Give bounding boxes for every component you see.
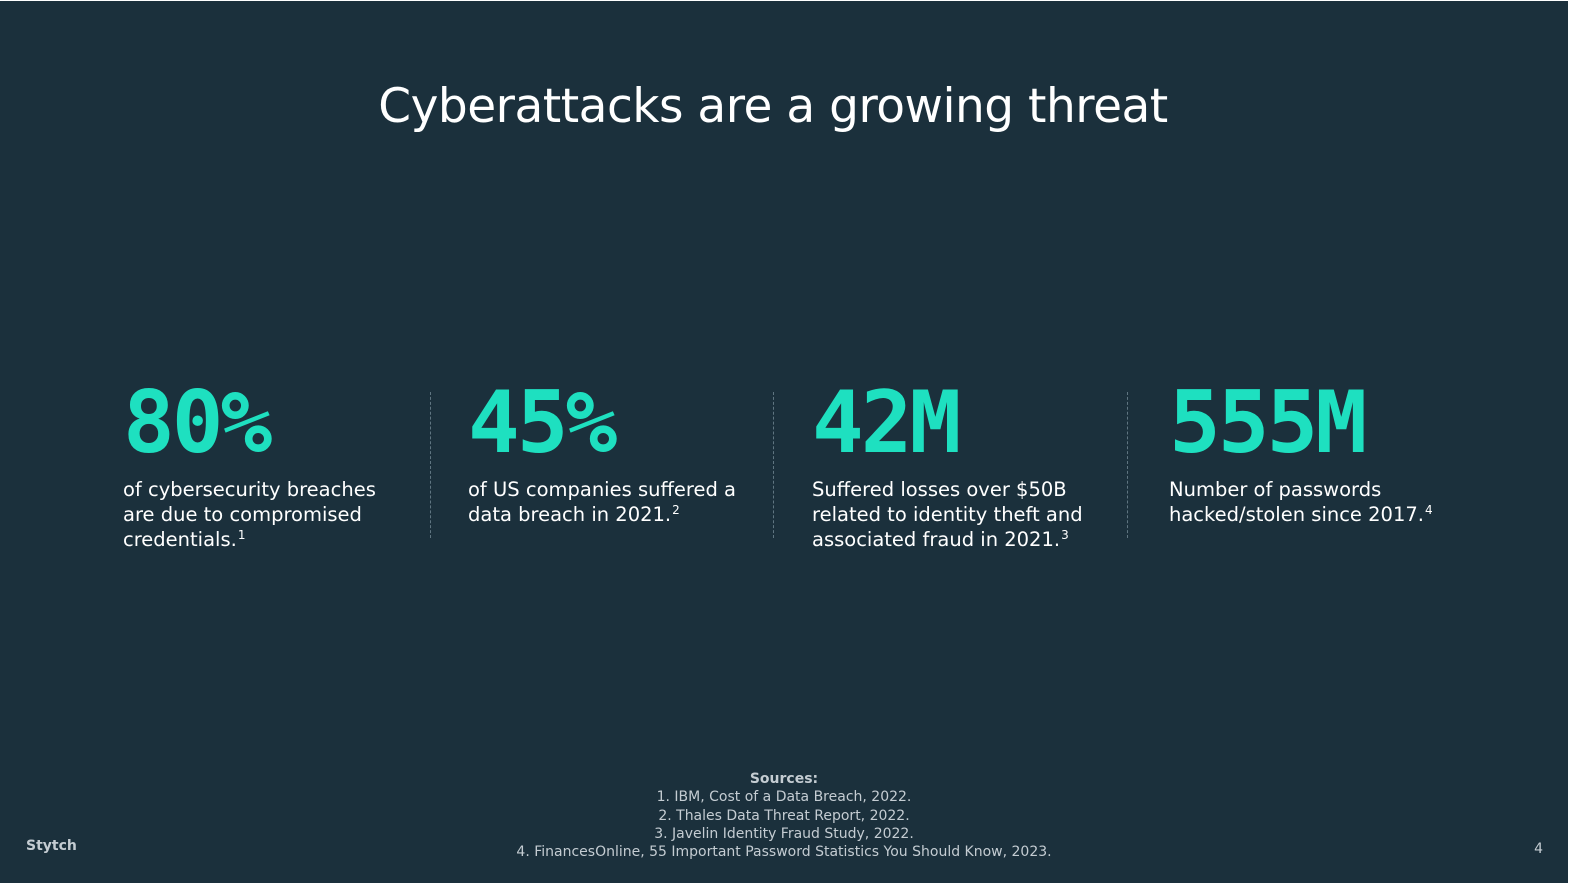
dashed-divider: [773, 392, 774, 538]
source-item: 3. Javelin Identity Fraud Study, 2022.: [654, 825, 914, 842]
source-item: 2. Thales Data Threat Report, 2022.: [658, 807, 910, 824]
stat-value: 80%: [123, 373, 272, 473]
footnote-marker: 4: [1424, 503, 1433, 517]
stat-description-last-line: credentials.1: [123, 527, 376, 552]
stat-description: Suffered losses over $50B related to ide…: [812, 477, 1083, 552]
stat-card-2: 45% of US companies suffered a data brea…: [468, 377, 736, 527]
stat-card-4: 555M Number of passwords hacked/stolen s…: [1169, 377, 1433, 527]
stat-description-last-line: data breach in 2021.2: [468, 502, 736, 527]
stat-card-3: 42M Suffered losses over $50B related to…: [812, 377, 1083, 552]
stat-description-line: data breach in 2021.: [468, 503, 672, 526]
page-number: 4: [1534, 841, 1543, 857]
brand-logo-text: Stytch: [26, 838, 77, 854]
stat-description-line: of US companies suffered a: [468, 478, 737, 501]
sources-heading: Sources:: [749, 771, 819, 787]
stat-value: 45%: [468, 373, 617, 473]
stat-description-line: Number of passwords: [1169, 478, 1382, 501]
stat-value: 42M: [812, 373, 961, 473]
sources-block: Sources: 1. IBM, Cost of a Data Breach, …: [0, 770, 1568, 861]
stat-value: 555M: [1169, 373, 1367, 473]
stat-description-line: hacked/stolen since 2017.: [1169, 503, 1424, 526]
stat-description: Number of passwords hacked/stolen since …: [1169, 477, 1433, 527]
slide-title: Cyberattacks are a growing threat: [378, 79, 1168, 134]
dashed-divider: [1127, 392, 1128, 538]
source-item: 4. FinancesOnline, 55 Important Password…: [516, 844, 1052, 861]
stat-description-line: related to identity theft and: [812, 503, 1083, 526]
stat-description: of cybersecurity breaches are due to com…: [123, 477, 376, 552]
dashed-divider: [430, 392, 431, 538]
stat-description-line: are due to compromised: [123, 503, 362, 526]
footnote-marker: 2: [672, 503, 680, 517]
stat-card-1: 80% of cybersecurity breaches are due to…: [123, 377, 376, 552]
stat-description-line: credentials.: [123, 528, 237, 551]
stat-description-last-line: hacked/stolen since 2017.4: [1169, 502, 1433, 527]
stat-description-line: Suffered losses over $50B: [812, 478, 1067, 501]
footnote-marker: 3: [1061, 528, 1069, 542]
stat-description-line: associated fraud in 2021.: [812, 528, 1061, 551]
stat-description: of US companies suffered a data breach i…: [468, 477, 736, 527]
footnote-marker: 1: [237, 528, 246, 542]
slide: Cyberattacks are a growing threat 80% of…: [0, 1, 1568, 883]
source-item: 1. IBM, Cost of a Data Breach, 2022.: [656, 789, 912, 806]
stat-description-line: of cybersecurity breaches: [123, 478, 376, 501]
stat-description-last-line: associated fraud in 2021.3: [812, 527, 1083, 552]
